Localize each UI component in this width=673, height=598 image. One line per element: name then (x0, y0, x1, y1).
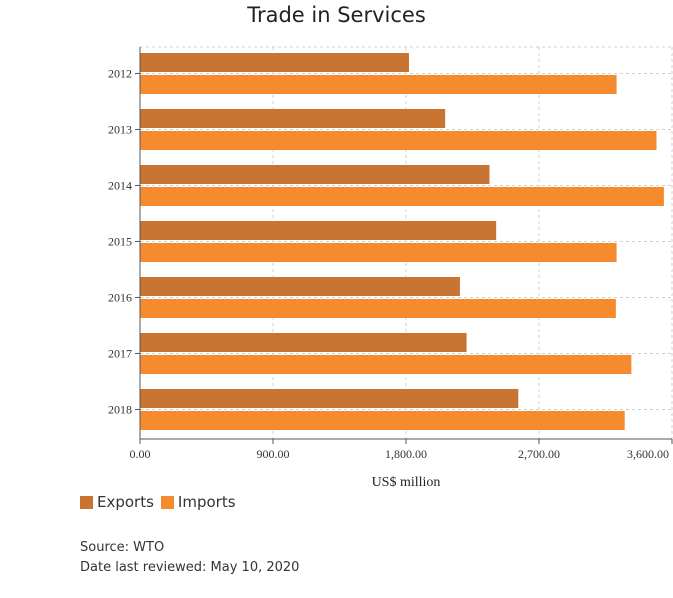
bar-exports-2012[interactable] (140, 53, 409, 72)
legend-label-imports: Imports (177, 493, 236, 511)
bar-exports-2018[interactable] (140, 389, 519, 408)
date-reviewed-note: Date last reviewed: May 10, 2020 (80, 560, 300, 575)
y-tick-label: 2015 (108, 235, 132, 249)
legend-swatch-exports (80, 495, 93, 509)
bar-exports-2017[interactable] (140, 333, 467, 352)
y-tick-label: 2018 (108, 403, 132, 417)
x-tick-label: 900.00 (257, 447, 290, 461)
bar-exports-2016[interactable] (140, 277, 460, 296)
bar-exports-2014[interactable] (140, 165, 490, 184)
x-tick-label: 1,800.00 (385, 447, 427, 461)
bar-exports-2015[interactable] (140, 221, 497, 240)
bar-imports-2016[interactable] (140, 299, 616, 318)
y-tick-label: 2014 (108, 179, 132, 193)
bar-imports-2015[interactable] (140, 243, 617, 262)
x-tick-label: 2,700.00 (518, 447, 560, 461)
y-tick-label: 2017 (108, 347, 132, 361)
legend-swatch-imports (160, 495, 174, 509)
bar-imports-2013[interactable] (140, 131, 657, 150)
bar-imports-2014[interactable] (140, 187, 664, 206)
bar-imports-2018[interactable] (140, 411, 625, 430)
bar-chart: 0.00 900.00 1,800.00 2,700.00 3,600.00 2012 20… (108, 46, 673, 490)
axes: 0.00 900.00 1,800.00 2,700.00 3,600.00 2012 20… (108, 47, 673, 461)
legend-item-imports[interactable]: Imports (160, 493, 236, 511)
bars (140, 53, 664, 430)
y-tick-label: 2016 (108, 291, 132, 305)
legend: Exports Imports (80, 493, 243, 511)
y-tick-label: 2012 (108, 67, 132, 81)
chart-title: Trade in Services (247, 3, 426, 27)
x-tick-label: 0.00 (130, 447, 151, 461)
y-tick-label: 2013 (108, 123, 132, 137)
legend-item-exports[interactable]: Exports (80, 493, 154, 511)
bar-imports-2017[interactable] (140, 355, 632, 374)
legend-label-exports: Exports (97, 493, 154, 511)
bar-imports-2012[interactable] (140, 75, 617, 94)
source-note: Source: WTO (80, 540, 165, 555)
x-axis-title: US$ million (372, 475, 441, 490)
bar-exports-2013[interactable] (140, 109, 446, 128)
x-tick-label: 3,600.00 (627, 447, 669, 461)
